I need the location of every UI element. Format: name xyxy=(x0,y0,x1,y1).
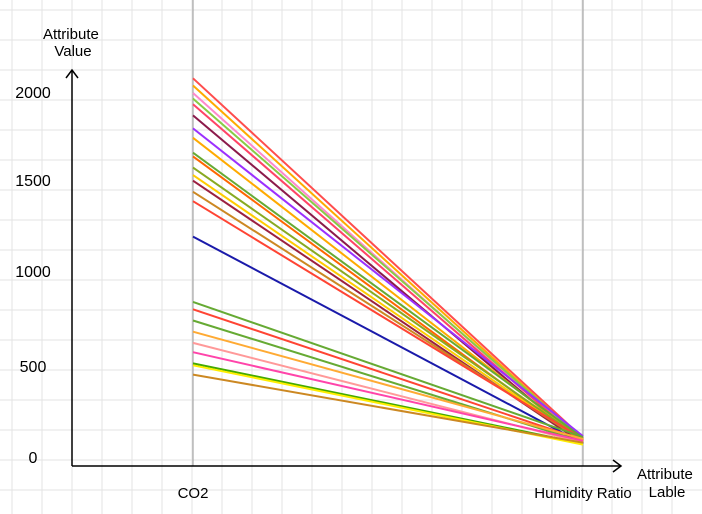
series-line-3 xyxy=(192,97,584,440)
category-label-1: Humidity Ratio xyxy=(534,485,632,502)
y-tick-label: 1500 xyxy=(15,173,51,190)
series-line-10 xyxy=(192,166,584,441)
category-labels: CO2 Humidity Ratio xyxy=(178,485,632,502)
series-line-11 xyxy=(192,174,584,443)
series-line-0 xyxy=(192,77,584,439)
x-axis-label-line-1: Attribute xyxy=(637,466,693,483)
y-axis-arrow xyxy=(65,68,79,79)
series-line-15 xyxy=(192,235,584,445)
axes xyxy=(65,68,623,473)
y-axis-label-line-1: Attribute xyxy=(43,26,99,43)
series-line-14 xyxy=(192,200,584,440)
x-axis-label: Attribute Lable xyxy=(637,466,697,501)
category-label-0: CO2 xyxy=(178,485,209,502)
series-line-24 xyxy=(192,373,584,444)
series-line-6 xyxy=(192,127,584,437)
x-axis-arrow xyxy=(612,459,623,473)
y-tick-label: 0 xyxy=(29,450,38,467)
series-line-1 xyxy=(192,84,584,441)
series-line-17 xyxy=(192,308,584,441)
x-axis-label-line-2: Lable xyxy=(649,484,686,501)
y-axis-label-line-2: Value xyxy=(54,43,91,60)
y-tick-label: 500 xyxy=(20,359,47,376)
series-line-21 xyxy=(192,351,584,442)
series-lines xyxy=(192,77,584,446)
y-tick-label: 1000 xyxy=(15,264,51,281)
y-tick-label: 2000 xyxy=(15,85,51,102)
series-line-19 xyxy=(192,330,584,440)
series-line-16 xyxy=(192,300,584,439)
y-axis-label: Attribute Value xyxy=(43,26,103,60)
series-line-5 xyxy=(192,114,584,445)
y-tick-labels: 0 500 1000 1500 2000 xyxy=(15,85,51,467)
series-line-22 xyxy=(192,362,584,445)
series-line-8 xyxy=(192,151,584,439)
